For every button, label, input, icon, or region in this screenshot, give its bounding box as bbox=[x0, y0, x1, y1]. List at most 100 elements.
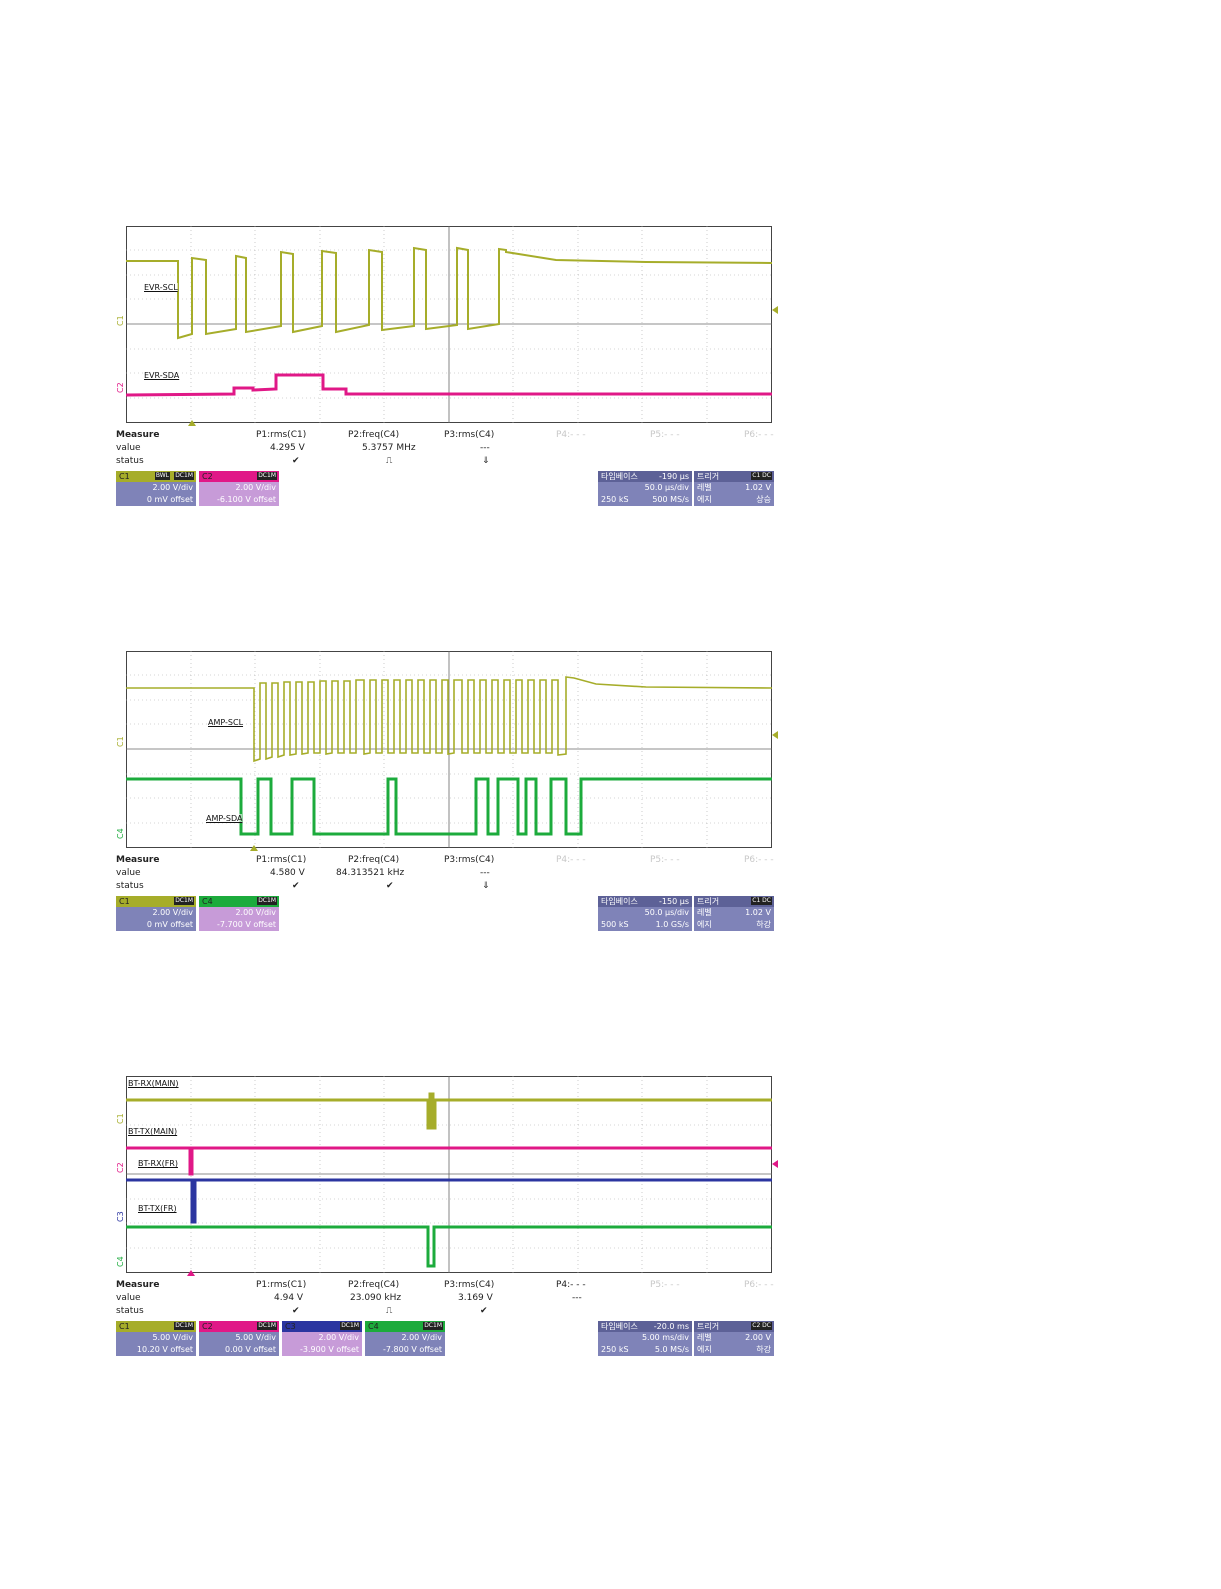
channel-c2-descriptor[interactable]: C2 DC1M 2.00 V/div -6.100 V offset bbox=[199, 471, 279, 506]
channel-c1-name: C1 bbox=[119, 472, 130, 481]
channel-c1-coupling: DC1M bbox=[174, 1322, 194, 1330]
channel-c4-descriptor[interactable]: C4 DC1M 2.00 V/div -7.700 V offset bbox=[199, 896, 279, 931]
trigger-edge: 하강 bbox=[756, 1345, 771, 1354]
channel-c2-offset: 0.00 V offset bbox=[224, 1345, 276, 1354]
channel-c1-descriptor[interactable]: C1 BWL DC1M 2.00 V/div 0 mV offset bbox=[116, 471, 196, 506]
channel-c4-name: C4 bbox=[202, 897, 213, 906]
channel-marker-c2: C2 bbox=[116, 1162, 125, 1173]
channel-c1-vdiv: 2.00 V/div bbox=[152, 908, 193, 917]
channel-marker-c4: C4 bbox=[116, 828, 125, 839]
param-p1-value: 4.295 V bbox=[270, 443, 305, 453]
param-p1-name: P1:rms(C1) bbox=[256, 430, 307, 440]
param-p3-name: P3:rms(C4) bbox=[444, 1280, 495, 1290]
timebase-samples: 250 kS bbox=[601, 495, 629, 504]
row-label-status: status bbox=[116, 881, 144, 891]
trace-label-amp-sda: AMP-SDA bbox=[206, 814, 243, 823]
trace-c4 bbox=[126, 1225, 772, 1268]
timebase-panel[interactable]: 타임베이스 -150 μs 50.0 μs/div 500 kS 1.0 GS/s bbox=[598, 896, 692, 931]
timebase-delay: -190 μs bbox=[659, 472, 689, 481]
row-label-value: value bbox=[116, 443, 141, 453]
param-p2-value: 5.3757 MHz bbox=[362, 443, 416, 453]
param-p5-name: P5:- - - bbox=[650, 1280, 680, 1290]
trigger-title: 트리거 bbox=[697, 897, 720, 906]
row-label-value: value bbox=[116, 1293, 141, 1303]
timebase-title: 타임베이스 bbox=[601, 1322, 638, 1331]
channel-c4-coupling: DC1M bbox=[257, 897, 277, 905]
timebase-title: 타임베이스 bbox=[601, 472, 638, 481]
param-p3-value: --- bbox=[480, 443, 490, 453]
timebase-samples: 250 kS bbox=[601, 1345, 629, 1354]
param-p2-status: ⎍ bbox=[386, 456, 393, 466]
channel-c1-descriptor[interactable]: C1 DC1M 2.00 V/div 0 mV offset bbox=[116, 896, 196, 931]
trace-label-bt-tx-fr: BT-TX(FR) bbox=[138, 1204, 177, 1213]
trigger-panel[interactable]: 트리거 C1 DC 레벨 1.02 V 에지 상승 bbox=[694, 471, 774, 506]
channel-c2-vdiv: 2.00 V/div bbox=[235, 483, 276, 492]
param-p4-name: P4:- - - bbox=[556, 1280, 586, 1290]
param-p1-name: P1:rms(C1) bbox=[256, 855, 307, 865]
channel-c1-vdiv: 2.00 V/div bbox=[152, 483, 193, 492]
channel-c4-descriptor[interactable]: C4 DC1M 2.00 V/div -7.800 V offset bbox=[365, 1321, 445, 1356]
channel-c4-offset: -7.800 V offset bbox=[383, 1345, 442, 1354]
row-label-value: value bbox=[116, 868, 141, 878]
channel-c1-name: C1 bbox=[119, 1322, 130, 1331]
trigger-level: 2.00 V bbox=[745, 1333, 771, 1342]
channel-c1-name: C1 bbox=[119, 897, 130, 906]
channel-c4-offset: -7.700 V offset bbox=[217, 920, 276, 929]
trigger-source: C1 DC bbox=[751, 472, 772, 480]
channel-marker-c4: C4 bbox=[116, 1256, 125, 1267]
param-p1-value: 4.580 V bbox=[270, 868, 305, 878]
channel-c1-coupling: DC1M bbox=[174, 472, 194, 480]
channel-c2-coupling: DC1M bbox=[257, 472, 277, 480]
trigger-position-arrow-icon bbox=[250, 845, 258, 851]
param-p3-status: ⇓ bbox=[482, 881, 490, 891]
trace-label-bt-tx-main: BT-TX(MAIN) bbox=[128, 1127, 178, 1136]
trace-label-bt-rx-main: BT-RX(MAIN) bbox=[128, 1079, 179, 1088]
param-p3-value: --- bbox=[480, 868, 490, 878]
param-p2-status: ⎍ bbox=[386, 1306, 393, 1316]
timebase-div: 50.0 μs/div bbox=[644, 483, 689, 492]
channel-c2-name: C2 bbox=[202, 472, 213, 481]
param-p2-name: P2:freq(C4) bbox=[348, 1280, 400, 1290]
channel-marker-c1: C1 bbox=[116, 315, 125, 326]
measure-title: Measure bbox=[116, 1280, 160, 1290]
trigger-level: 1.02 V bbox=[745, 908, 771, 917]
param-p2-name: P2:freq(C4) bbox=[348, 430, 400, 440]
channel-c1-vdiv: 5.00 V/div bbox=[152, 1333, 193, 1342]
param-p1-status: ✔ bbox=[292, 1306, 300, 1316]
timebase-title: 타임베이스 bbox=[601, 897, 638, 906]
trigger-edge: 하강 bbox=[756, 920, 771, 929]
timebase-panel[interactable]: 타임베이스 -20.0 ms 5.00 ms/div 250 kS 5.0 MS/s bbox=[598, 1321, 692, 1356]
param-p6-name: P6:- - - bbox=[744, 1280, 774, 1290]
param-p6-name: P6:- - - bbox=[744, 855, 774, 865]
channel-c2-descriptor[interactable]: C2 DC1M 5.00 V/div 0.00 V offset bbox=[199, 1321, 279, 1356]
trigger-edge-label: 에지 bbox=[697, 920, 712, 929]
param-p1-value: 4.94 V bbox=[274, 1293, 304, 1303]
trace-c2 bbox=[126, 373, 772, 397]
trigger-source: C2 DC bbox=[751, 1322, 772, 1330]
trigger-panel[interactable]: 트리거 C1 DC 레벨 1.02 V 에지 하강 bbox=[694, 896, 774, 931]
channel-c1-coupling: DC1M bbox=[174, 897, 194, 905]
trigger-position-arrow-icon bbox=[187, 1270, 195, 1276]
channel-c1-descriptor[interactable]: C1 DC1M 5.00 V/div 10.20 V offset bbox=[116, 1321, 196, 1356]
waveform-canvas bbox=[126, 1076, 772, 1273]
channel-c1-offset: 0 mV offset bbox=[146, 920, 193, 929]
trigger-panel[interactable]: 트리거 C2 DC 레벨 2.00 V 에지 하강 bbox=[694, 1321, 774, 1356]
timebase-panel[interactable]: 타임베이스 -190 μs 50.0 μs/div 250 kS 500 MS/s bbox=[598, 471, 692, 506]
waveform-grid bbox=[126, 226, 772, 423]
trace-label-amp-scl: AMP-SCL bbox=[208, 718, 244, 727]
channel-c3-descriptor[interactable]: C3 DC1M 2.00 V/div -3.900 V offset bbox=[282, 1321, 362, 1356]
param-p3-status: ✔ bbox=[480, 1306, 488, 1316]
channel-marker-c2: C2 bbox=[116, 382, 125, 393]
trace-c2 bbox=[126, 1146, 772, 1176]
measure-title: Measure bbox=[116, 430, 160, 440]
waveform-canvas bbox=[126, 226, 772, 423]
timebase-delay: -150 μs bbox=[659, 897, 689, 906]
param-p2-value: 23.090 kHz bbox=[350, 1293, 402, 1303]
trigger-level-arrow-icon bbox=[772, 306, 778, 314]
trigger-level-arrow-icon bbox=[772, 1160, 778, 1168]
param-p1-status: ✔ bbox=[292, 456, 300, 466]
param-p2-value: 84.313521 kHz bbox=[336, 868, 405, 878]
scope-screen-3: BT-RX(MAIN) BT-TX(MAIN) BT-RX(FR) BT-TX(… bbox=[114, 1076, 778, 1358]
channel-c4-name: C4 bbox=[368, 1322, 379, 1331]
scope-screen-1: EVR-SCL EVR-SDA C1 C2 Measure P1:rms(C1)… bbox=[114, 226, 778, 508]
